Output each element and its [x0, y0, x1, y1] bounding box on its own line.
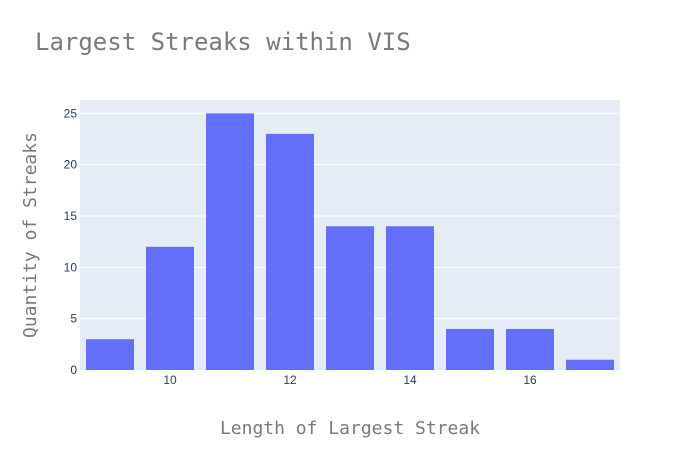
bar-12 [266, 133, 314, 370]
bar-16 [506, 328, 554, 370]
y-tick-label: 25 [64, 106, 78, 120]
bars [86, 113, 614, 370]
y-tick-label: 20 [64, 158, 78, 172]
y-tick-label: 15 [64, 209, 78, 223]
x-tick-label: 10 [163, 373, 177, 387]
x-axis-title: Length of Largest Streak [220, 418, 480, 439]
x-tick-label: 16 [523, 373, 537, 387]
y-tick-label: 5 [70, 312, 77, 326]
y-tick-label: 10 [64, 260, 78, 274]
bar-9 [86, 339, 134, 370]
bar-15 [446, 328, 494, 370]
x-tick-label: 14 [403, 373, 417, 387]
y-axis-title: Quantity of Streaks [20, 132, 41, 338]
y-axis-ticks: 0 5 10 15 20 25 [64, 106, 78, 377]
bar-17 [566, 359, 614, 370]
bar-11 [206, 113, 254, 370]
x-tick-label: 12 [283, 373, 297, 387]
bar-13 [326, 226, 374, 370]
y-tick-label: 0 [70, 363, 77, 377]
x-axis-ticks: 10 12 14 16 [163, 373, 537, 387]
bar-10 [146, 246, 194, 370]
chart-title: Largest Streaks within VIS [35, 28, 411, 56]
bar-14 [386, 226, 434, 370]
